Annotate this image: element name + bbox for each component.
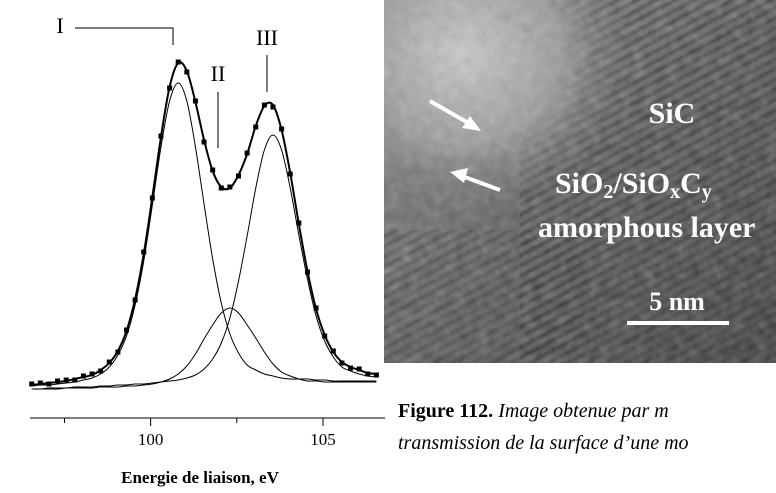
data-point: [244, 150, 250, 156]
data-point: [322, 333, 328, 339]
component-curve: [31, 82, 377, 387]
data-point: [313, 305, 319, 311]
data-point: [29, 381, 35, 387]
data-point: [98, 368, 104, 374]
data-point: [158, 133, 164, 139]
data-point: [184, 69, 190, 75]
data-point: [201, 139, 207, 145]
caption-line: Figure 112. Image obtenue par m: [398, 400, 669, 423]
tem-image: SiC SiO2/SiOxCy amorphous layer 5 nm: [384, 0, 776, 363]
data-point: [218, 185, 224, 191]
formula-part: /SiO: [612, 167, 670, 200]
caption-text: Image obtenue par m: [498, 400, 669, 422]
data-point: [63, 377, 69, 383]
data-point: [339, 360, 345, 366]
x-tick-label: 105: [310, 430, 336, 449]
data-point: [149, 195, 155, 201]
data-point: [37, 380, 43, 386]
data-point: [192, 98, 198, 104]
data-point: [115, 349, 121, 355]
x-axis-label: Energie de liaison, eV: [121, 468, 279, 487]
formula-part: C: [680, 167, 702, 200]
peak-label: III: [256, 25, 278, 50]
data-point: [106, 359, 112, 365]
caption-label: Figure 112.: [398, 400, 494, 422]
data-point: [72, 377, 78, 383]
formula-part: x: [670, 181, 680, 203]
data-point: [348, 365, 354, 371]
data-point: [304, 269, 310, 275]
data-point: [89, 371, 95, 377]
layer-label: amorphous layer: [538, 211, 756, 244]
data-point: [287, 171, 293, 177]
data-point: [261, 102, 267, 108]
data-point: [80, 373, 86, 379]
data-point: [141, 249, 147, 255]
caption-line: transmission de la surface d’une mo: [398, 432, 689, 455]
data-point: [175, 59, 181, 65]
data-point: [227, 184, 233, 190]
data-point: [365, 371, 371, 377]
data-point: [236, 173, 242, 179]
data-point: [167, 85, 173, 91]
scale-label: 5 nm: [649, 287, 705, 316]
x-tick-label: 100: [138, 430, 164, 449]
data-point: [132, 297, 138, 303]
data-point: [46, 381, 52, 387]
peak-label: I: [56, 13, 63, 38]
data-point: [373, 372, 379, 378]
data-point: [270, 104, 276, 110]
data-point: [356, 366, 362, 372]
formula-label: SiO2/SiOxCy: [555, 167, 712, 203]
material-label: SiC: [649, 97, 696, 130]
data-point: [330, 348, 336, 354]
data-point: [210, 167, 216, 173]
data-point: [55, 378, 61, 384]
data-point: [124, 327, 130, 333]
data-point: [279, 126, 285, 132]
formula-part: y: [702, 181, 712, 203]
caption-text: transmission de la surface d’une mo: [398, 432, 689, 454]
formula-part: 2: [603, 181, 613, 203]
peak-label: II: [211, 61, 226, 86]
peak-leader: [75, 27, 174, 45]
component-curve: [31, 307, 377, 390]
component-curve: [31, 134, 377, 390]
data-point: [253, 124, 259, 130]
data-point: [296, 220, 302, 226]
scale-bar: [627, 321, 729, 325]
formula-part: SiO: [555, 167, 603, 200]
